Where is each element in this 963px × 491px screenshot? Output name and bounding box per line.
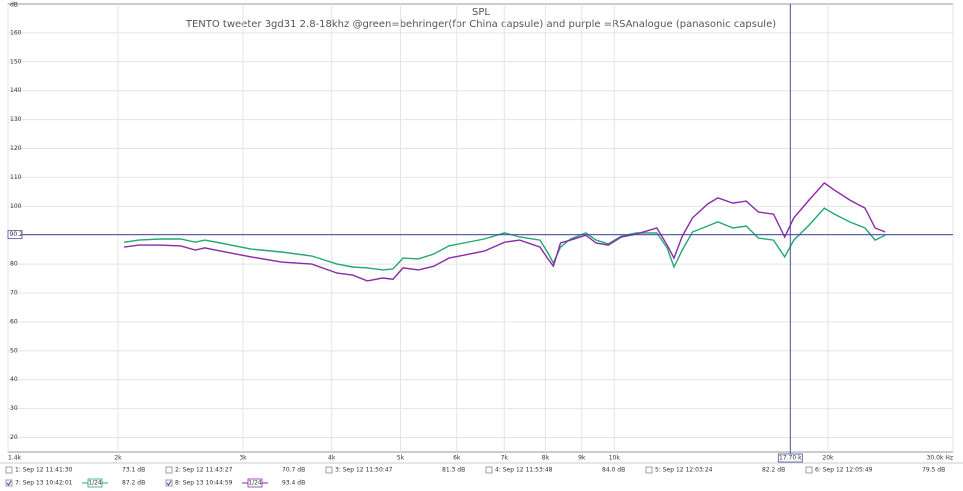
series-line <box>124 207 886 271</box>
measurement-name[interactable]: 2: Sep 12 11:43:27 <box>175 467 233 474</box>
chart-title: SPL <box>472 7 490 18</box>
measurement-reading: 73.1 dB <box>122 467 145 474</box>
y-tick-label: 50 <box>10 347 18 354</box>
y-tick-label: 110 <box>10 174 22 181</box>
x-tick-label: 9k <box>578 455 586 462</box>
checkbox[interactable] <box>645 466 653 474</box>
checkbox[interactable] <box>325 466 333 474</box>
x-tick-label: 20k <box>822 455 834 462</box>
measurement-name[interactable]: 5: Sep 12 12:03:24 <box>655 467 713 474</box>
measurement-reading: 84.0 dB <box>602 467 625 474</box>
x-tick-label: 4k <box>328 455 336 462</box>
checkbox[interactable] <box>5 466 13 474</box>
cursor-x-label: 17.70 k <box>779 455 802 462</box>
checkbox[interactable] <box>5 479 13 487</box>
y-tick-label: 140 <box>10 87 22 94</box>
y-tick-label: 160 <box>10 29 22 36</box>
checkbox[interactable] <box>165 466 173 474</box>
measurement-name[interactable]: 8: Sep 13 10:44:59 <box>175 480 233 487</box>
smoothing-icon-box[interactable] <box>247 478 263 488</box>
checkbox[interactable] <box>485 466 493 474</box>
measurement-name[interactable]: 7: Sep 13 10:42:01 <box>15 480 73 487</box>
x-tick-label: 7k <box>501 455 509 462</box>
measurement-name[interactable]: 6: Sep 12 12:05:49 <box>815 467 873 474</box>
checkbox-tick <box>6 480 12 486</box>
measurement-reading: 70.7 dB <box>282 467 305 474</box>
y-tick-label: 40 <box>10 376 18 383</box>
measurement-reading: 81.3 dB <box>442 467 465 474</box>
y-axis-label: dB <box>10 2 18 9</box>
y-tick-label: 130 <box>10 116 22 123</box>
measurement-reading: 87.2 dB <box>122 480 145 487</box>
x-tick-label: 10k <box>609 455 621 462</box>
measurement-name[interactable]: 1: Sep 12 11:41:30 <box>15 467 73 474</box>
chart-subtitle: TENTO tweeter 3gd31 2.8-18khz @green=beh… <box>185 19 776 30</box>
measurement-name[interactable]: 4: Sep 12 11:53:48 <box>495 467 553 474</box>
measurement-name[interactable]: 3: Sep 12 11:50:47 <box>335 467 393 474</box>
smoothing-icon-box[interactable] <box>87 478 103 488</box>
x-tick-label: 2k <box>114 455 122 462</box>
cursor-x-box <box>777 453 803 463</box>
series-line <box>124 181 886 282</box>
x-tick-label: 3k <box>239 455 247 462</box>
checkbox[interactable] <box>165 479 173 487</box>
y-tick-label: 60 <box>10 318 18 325</box>
x-tick-label: 8k <box>542 455 550 462</box>
x-tick-label: 30.0k Hz <box>927 455 953 462</box>
smoothing-label: 1/24 <box>88 480 102 487</box>
y-tick-label: 70 <box>10 290 18 297</box>
smoothing-label: 1/24 <box>248 480 262 487</box>
y-tick-label: 20 <box>10 434 18 441</box>
plot-frame <box>7 3 954 453</box>
y-tick-label: 100 <box>10 203 22 210</box>
x-tick-label: 5k <box>397 455 405 462</box>
x-tick-label: 6k <box>453 455 461 462</box>
cursor-y-box <box>7 230 23 240</box>
cursor-y-label: 90.2 <box>10 231 24 238</box>
y-tick-label: 80 <box>10 261 18 268</box>
measurement-reading: 79.5 dB <box>922 467 945 474</box>
y-tick-label: 150 <box>10 58 22 65</box>
measurement-reading: 82.2 dB <box>762 467 785 474</box>
measurement-reading: 93.4 dB <box>282 480 305 487</box>
checkbox[interactable] <box>805 466 813 474</box>
x-tick-label: 1.4k <box>8 455 22 462</box>
checkbox-tick <box>166 480 172 486</box>
y-tick-label: 30 <box>10 405 18 412</box>
y-tick-label: 120 <box>10 145 22 152</box>
